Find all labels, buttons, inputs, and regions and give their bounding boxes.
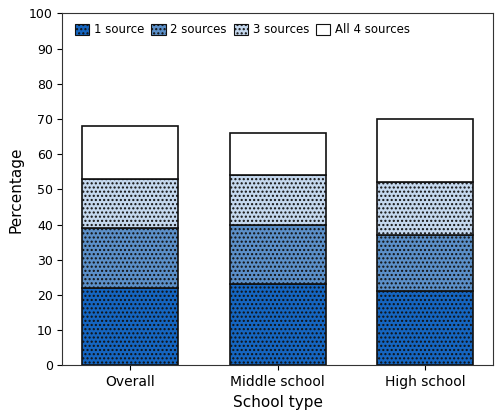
Y-axis label: Percentage: Percentage: [9, 146, 24, 232]
Bar: [377, 119, 473, 182]
Bar: [82, 228, 178, 288]
Bar: [229, 224, 326, 284]
Bar: [82, 288, 178, 365]
Bar: [229, 133, 326, 175]
Bar: [229, 284, 326, 365]
X-axis label: School type: School type: [232, 395, 323, 410]
Bar: [377, 235, 473, 291]
Bar: [377, 182, 473, 235]
Bar: [82, 179, 178, 228]
Bar: [229, 175, 326, 224]
Bar: [82, 126, 178, 179]
Legend: 1 source, 2 sources, 3 sources, All 4 sources: 1 source, 2 sources, 3 sources, All 4 so…: [73, 21, 412, 39]
Bar: [377, 291, 473, 365]
